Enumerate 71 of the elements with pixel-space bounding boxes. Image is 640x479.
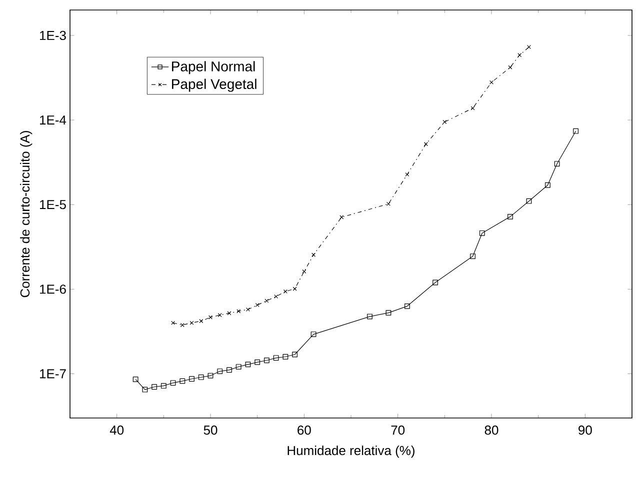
point	[274, 294, 278, 298]
point	[292, 286, 297, 291]
y-axis-title: Corrente de curto-circuito (A)	[20, 131, 32, 298]
point	[442, 120, 447, 124]
point	[432, 280, 438, 286]
point	[226, 367, 232, 373]
point	[470, 106, 475, 110]
point	[246, 308, 250, 312]
point	[526, 45, 531, 50]
point	[171, 320, 176, 325]
point	[255, 303, 260, 308]
point	[508, 65, 512, 70]
point	[544, 182, 550, 188]
x-axis-title: Humidade relativa (%)	[288, 446, 414, 458]
legend-label: Papel Normal	[172, 61, 255, 74]
point	[236, 309, 241, 314]
x-tick-label: 80	[484, 426, 498, 435]
point	[340, 215, 344, 220]
point	[217, 368, 223, 374]
x-tick-label: 50	[204, 426, 218, 435]
point	[180, 323, 184, 328]
point	[264, 358, 270, 364]
point	[554, 161, 560, 166]
point	[302, 269, 306, 274]
x-tick-label: 90	[578, 426, 592, 435]
y-tick-label: 1E-7	[40, 369, 66, 378]
legend-label: Papel Vegetal	[172, 78, 256, 92]
point	[198, 374, 204, 380]
point	[142, 386, 148, 392]
point	[227, 311, 232, 316]
point	[160, 383, 166, 389]
y-tick-label: 1E-6	[40, 284, 66, 294]
y-tick-label: 1E-5	[40, 200, 66, 210]
point	[236, 364, 242, 370]
point	[264, 298, 269, 303]
point	[470, 254, 476, 259]
point	[312, 252, 316, 257]
x-tick-label: 40	[110, 426, 124, 435]
x-tick-label: 60	[298, 426, 311, 435]
point	[208, 315, 212, 320]
point	[189, 376, 194, 382]
point	[508, 214, 513, 220]
point	[180, 378, 186, 384]
point	[283, 289, 288, 294]
point	[386, 202, 390, 206]
point	[310, 332, 316, 337]
point	[199, 319, 204, 324]
point	[386, 310, 392, 316]
point	[526, 198, 532, 204]
point	[254, 360, 260, 365]
point	[152, 384, 158, 390]
point	[490, 80, 494, 84]
point	[404, 303, 410, 309]
x-tick-label: 70	[391, 426, 405, 435]
point	[208, 372, 214, 378]
point	[245, 362, 251, 368]
point	[518, 53, 522, 58]
point	[424, 142, 428, 146]
point	[479, 230, 485, 236]
point	[282, 354, 288, 360]
point	[218, 313, 222, 318]
point	[367, 314, 372, 320]
y-tick-label: 1E-4	[40, 116, 66, 125]
point	[573, 128, 578, 134]
y-tick-label: 1E-3	[40, 30, 66, 40]
point	[170, 380, 176, 386]
point	[292, 352, 298, 358]
point	[405, 172, 410, 176]
point	[190, 320, 194, 325]
point	[273, 355, 279, 361]
point	[132, 376, 138, 382]
